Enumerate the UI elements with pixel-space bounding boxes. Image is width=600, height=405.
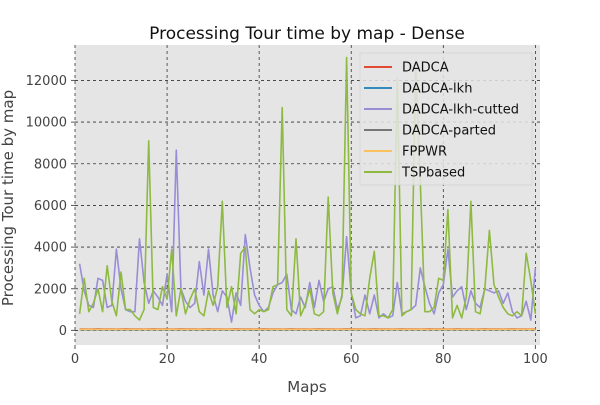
x-tick-label: 20 — [159, 352, 176, 367]
legend-label: DADCA-lkh — [402, 82, 472, 97]
x-tick-label: 100 — [523, 352, 548, 367]
x-tick-label: 40 — [251, 352, 268, 367]
legend-label: DADCA-lkh-cutted — [402, 103, 519, 118]
y-tick-label: 0 — [59, 324, 67, 339]
x-tick-label: 60 — [343, 352, 360, 367]
y-tick-label: 8000 — [34, 157, 67, 172]
x-tick-label: 0 — [71, 352, 79, 367]
legend: DADCA DADCA-lkh DADCA-lkh-cutted DADCA-part… — [360, 53, 532, 185]
chart-title: Processing Tour time by map - Dense — [149, 24, 465, 44]
y-tick-label: 10000 — [26, 116, 67, 131]
x-tick-label: 80 — [435, 352, 452, 367]
legend-label: DADCA — [402, 61, 449, 76]
legend-label: TSPbased — [401, 166, 465, 181]
y-tick-label: 2000 — [34, 282, 67, 297]
y-tick-label: 6000 — [34, 199, 67, 214]
legend-label: DADCA-parted — [402, 124, 496, 139]
y-tick-label: 12000 — [26, 74, 67, 89]
y-axis-title: Processing Tour time by map — [0, 90, 17, 306]
y-tick-label: 4000 — [34, 241, 67, 256]
x-axis-title: Maps — [287, 378, 327, 396]
legend-label: FPPWR — [402, 145, 447, 160]
